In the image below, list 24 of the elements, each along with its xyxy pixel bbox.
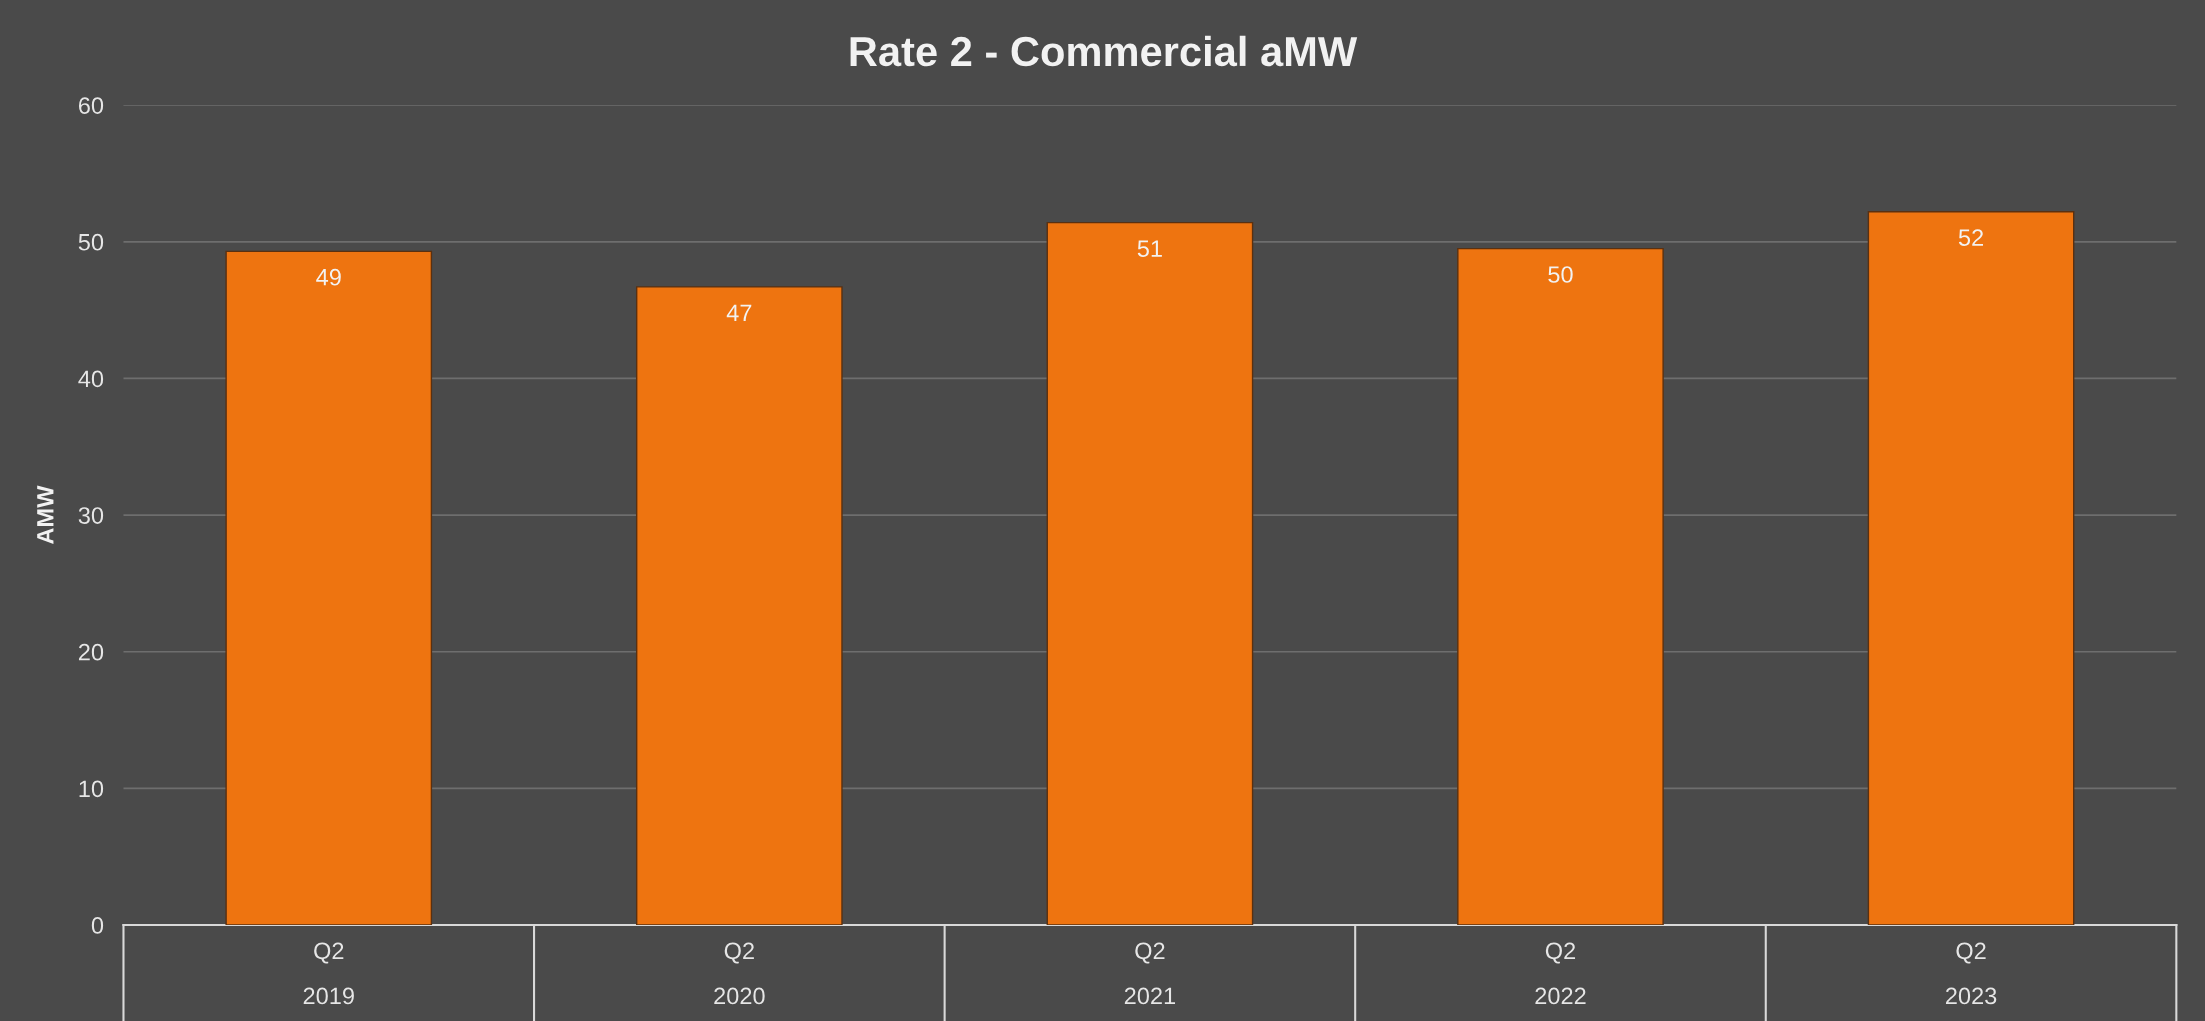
- chart-title: Rate 2 - Commercial aMW: [850, 35, 1358, 67]
- y-tick-label: 30: [78, 507, 104, 524]
- bar: [1457, 247, 1664, 926]
- y-tick-label: 60: [78, 97, 104, 114]
- x-tick-label: Q2 2019: [303, 942, 354, 1005]
- data-label: 51: [1137, 240, 1162, 257]
- x-tick-label: Q2 2022: [1535, 942, 1586, 1005]
- y-tick-label: 40: [78, 370, 104, 388]
- y-axis-title: AMW: [37, 485, 54, 545]
- bar: [1046, 221, 1254, 926]
- y-tick-label: 50: [78, 233, 104, 251]
- x-tick-label: Q2 2023: [1945, 942, 1997, 1005]
- data-label: 47: [726, 304, 752, 321]
- bar: [225, 250, 433, 926]
- y-tick-label: 20: [78, 643, 104, 661]
- data-label: 50: [1548, 266, 1573, 283]
- data-label: 49: [316, 268, 341, 286]
- bar: [635, 286, 843, 926]
- bar: [1867, 211, 2075, 926]
- y-tick-label: 0: [91, 917, 104, 934]
- x-tick-label: Q2 2021: [1124, 942, 1176, 1005]
- x-tick-label: Q2 2020: [714, 942, 765, 1005]
- y-tick-label: 10: [79, 780, 104, 798]
- data-label: 52: [1958, 229, 1983, 246]
